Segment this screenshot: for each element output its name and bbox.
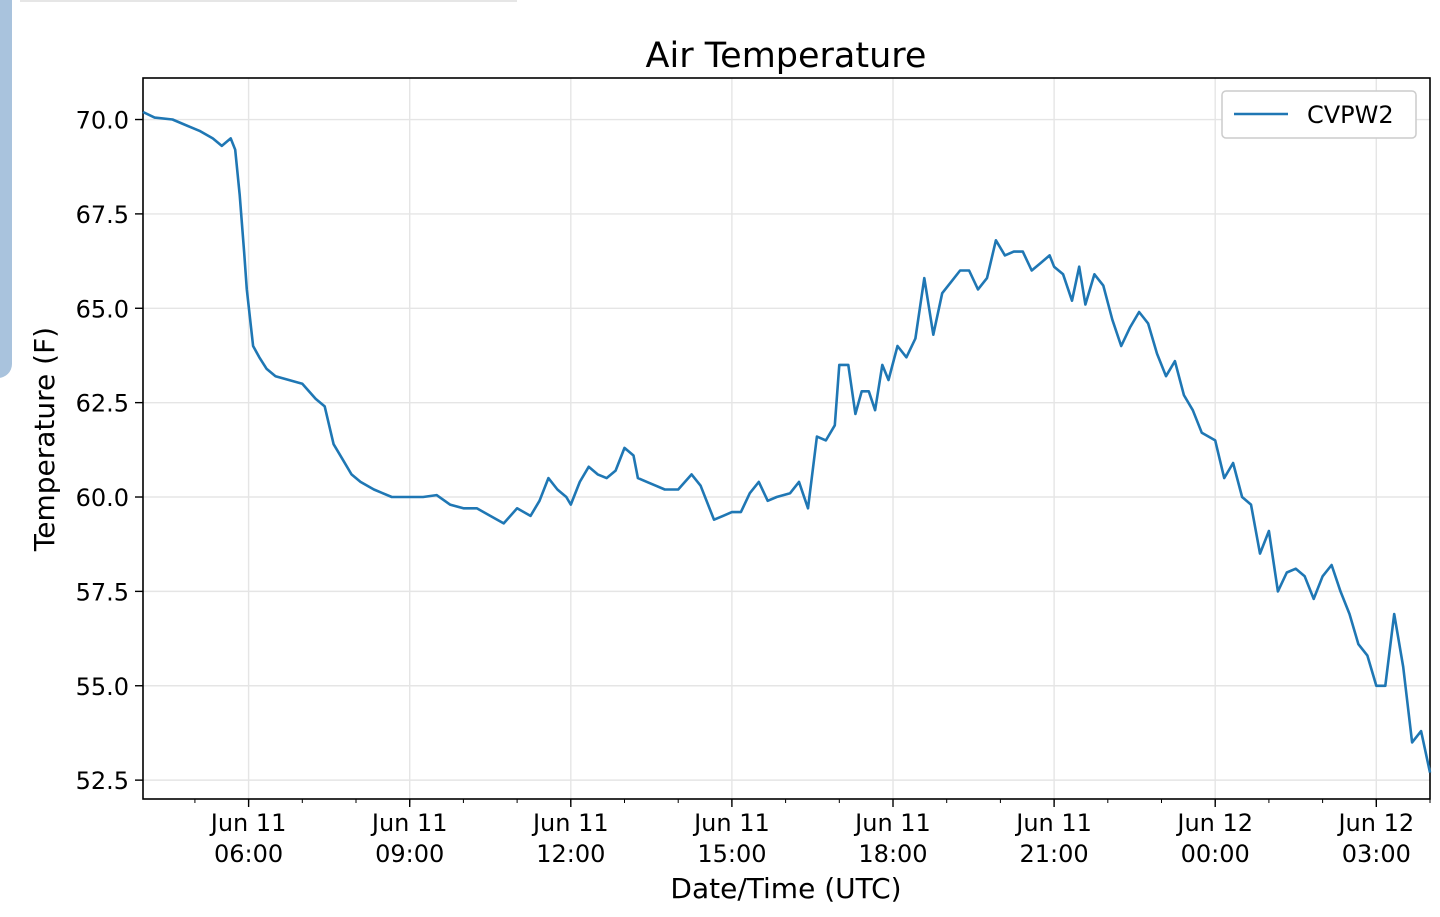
x-tick-label-date: Jun 11 xyxy=(531,809,609,837)
y-tick-label: 70.0 xyxy=(76,107,129,135)
x-tick-label-time: 21:00 xyxy=(1020,840,1089,868)
y-tick-label: 55.0 xyxy=(76,673,129,701)
x-tick-label-date: Jun 12 xyxy=(1175,809,1253,837)
x-tick-label-date: Jun 12 xyxy=(1336,809,1414,837)
x-tick-label-time: 06:00 xyxy=(214,840,283,868)
y-tick-label: 65.0 xyxy=(76,295,129,323)
x-tick-label-time: 03:00 xyxy=(1342,840,1411,868)
y-tick-label: 52.5 xyxy=(76,767,129,795)
y-axis-label: Temperature (F) xyxy=(28,327,61,552)
x-tick-label-date: Jun 11 xyxy=(209,809,287,837)
series-line-cvpw2 xyxy=(142,110,1432,773)
y-tick-label: 57.5 xyxy=(76,578,129,606)
grid xyxy=(143,78,1430,799)
side-panel-tab xyxy=(0,0,12,378)
x-tick-label-time: 12:00 xyxy=(536,840,605,868)
chart-title: Air Temperature xyxy=(646,36,927,76)
x-tick-label-date: Jun 11 xyxy=(692,809,770,837)
plot-frame xyxy=(142,77,1431,800)
x-tick-label-date: Jun 11 xyxy=(1014,809,1092,837)
x-tick-label-date: Jun 11 xyxy=(853,809,931,837)
y-axis: 52.5 55.0 57.5 60.0 62.5 65.0 67.5 70.0 xyxy=(76,107,143,795)
x-tick-label-time: 15:00 xyxy=(697,840,766,868)
x-tick-label-time: 18:00 xyxy=(858,840,927,868)
x-tick-label-time: 00:00 xyxy=(1181,840,1250,868)
legend-box xyxy=(1221,90,1417,139)
y-tick-label: 60.0 xyxy=(76,484,129,512)
legend-label-cvpw2: CVPW2 xyxy=(1307,101,1394,129)
y-tick-label: 67.5 xyxy=(76,201,129,229)
x-tick-label-time: 09:00 xyxy=(375,840,444,868)
x-axis-label: Date/Time (UTC) xyxy=(670,872,901,905)
x-axis: Jun 11 06:00 Jun 11 09:00 Jun 11 12:00 Jun 11 1… xyxy=(194,799,1431,868)
x-tick-label-date: Jun 11 xyxy=(370,809,448,837)
y-tick-label: 62.5 xyxy=(76,390,129,418)
legend: CVPW2 xyxy=(1221,90,1417,139)
top-edge-strip xyxy=(20,0,517,2)
